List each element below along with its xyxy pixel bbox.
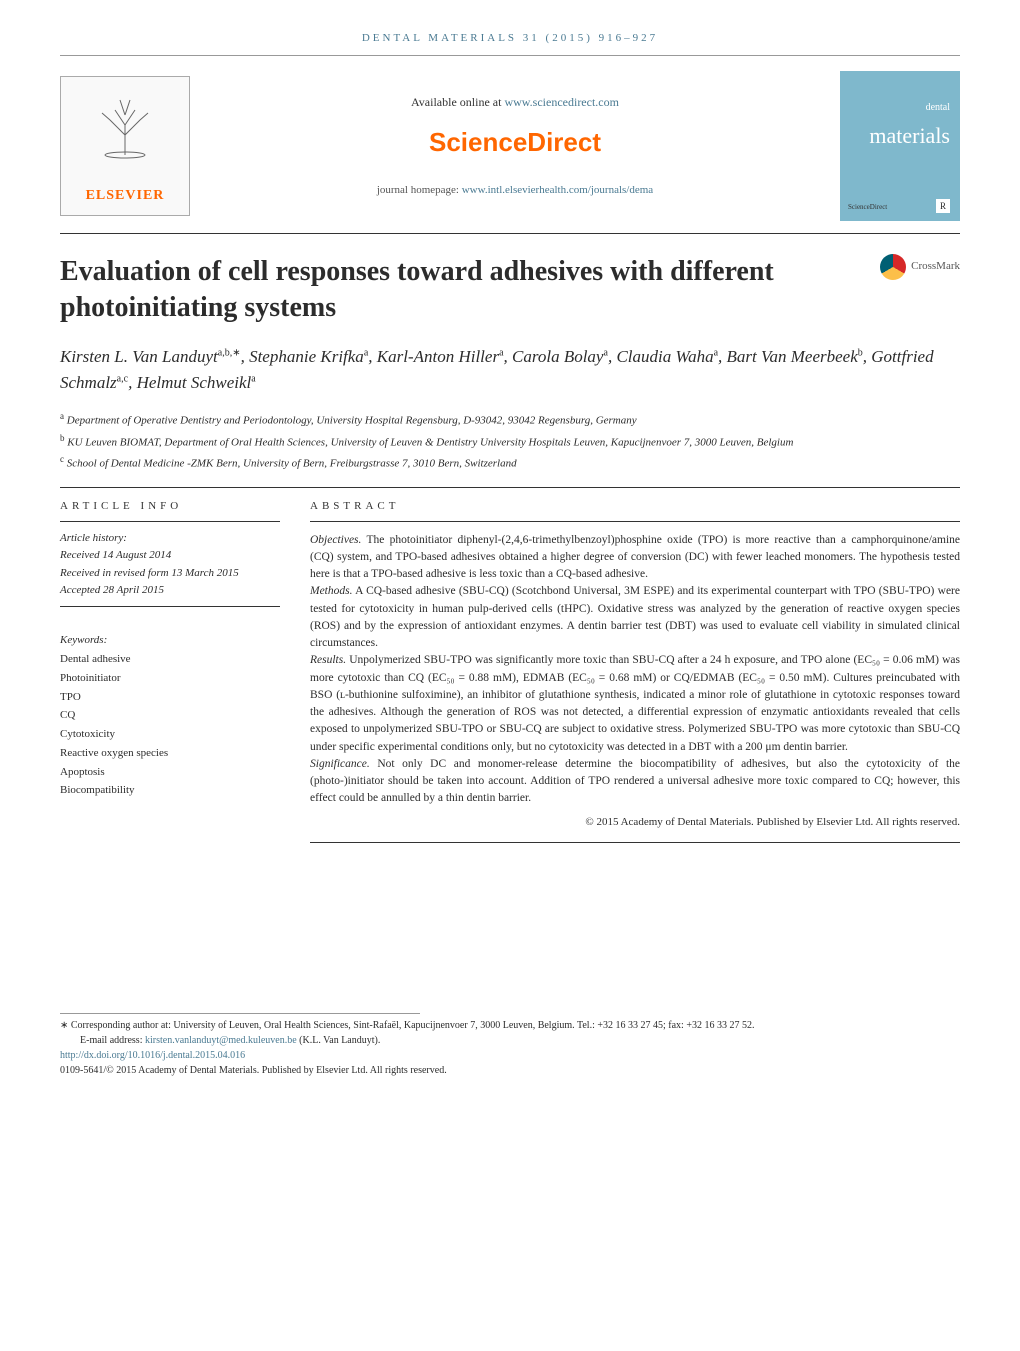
keyword: Apoptosis [60, 763, 280, 782]
affiliation: a Department of Operative Dentistry and … [60, 409, 960, 430]
article-info-column: ARTICLE INFO Article history: Received 1… [60, 498, 280, 853]
issn-line: 0109-5641/© 2015 Academy of Dental Mater… [60, 1063, 960, 1078]
title-row: Evaluation of cell responses toward adhe… [60, 254, 960, 327]
rule-before-title [60, 233, 960, 234]
crossmark-icon [880, 254, 906, 280]
author: Karl-Anton Hillera, [377, 347, 512, 366]
journal-citation: DENTAL MATERIALS 31 (2015) 916–927 [60, 30, 960, 47]
significance-text: Not only DC and monomer-release determin… [310, 758, 960, 805]
author: Helmut Schweikla [137, 373, 256, 392]
abstract-copyright: © 2015 Academy of Dental Materials. Publ… [310, 814, 960, 831]
rule-after-abstract [310, 842, 960, 843]
doi-link[interactable]: http://dx.doi.org/10.1016/j.dental.2015.… [60, 1050, 245, 1061]
cover-footer: ScienceDirect [848, 202, 887, 213]
elsevier-text: ELSEVIER [86, 185, 165, 206]
keyword: Biocompatibility [60, 781, 280, 800]
history-label: Article history: [60, 530, 280, 548]
history-block: Article history: Received 14 August 2014… [60, 530, 280, 600]
author: Bart Van Meerbeekb, [727, 347, 872, 366]
keyword: Dental adhesive [60, 650, 280, 669]
homepage-label: journal homepage: [377, 184, 462, 196]
info-rule [60, 521, 280, 522]
crossmark-badge[interactable]: CrossMark [880, 254, 960, 280]
keywords-list: Dental adhesivePhotoinitiatorTPOCQCytoto… [60, 650, 280, 800]
tree-icon [90, 85, 160, 177]
objectives-text: The photoinitiator diphenyl-(2,4,6-trime… [310, 534, 960, 581]
abstract-rule [310, 521, 960, 522]
author: Claudia Wahaa, [616, 347, 726, 366]
available-label: Available online at [411, 95, 504, 109]
results-label: Results. [310, 654, 346, 666]
abstract-significance: Significance. Not only DC and monomer-re… [310, 756, 960, 808]
abstract-methods: Methods. A CQ-based adhesive (SBU-CQ) (S… [310, 583, 960, 652]
header-center: Available online at www.sciencedirect.co… [205, 93, 825, 199]
significance-label: Significance. [310, 758, 370, 770]
footer: ∗ Corresponding author at: University of… [60, 1013, 960, 1078]
methods-label: Methods. [310, 585, 352, 597]
methods-text: A CQ-based adhesive (SBU-CQ) (Scotchbond… [310, 585, 960, 649]
email-line: E-mail address: kirsten.vanlanduyt@med.k… [60, 1033, 960, 1048]
article-info-label: ARTICLE INFO [60, 498, 280, 515]
article-title: Evaluation of cell responses toward adhe… [60, 254, 860, 327]
keyword: TPO [60, 688, 280, 707]
footer-rule [60, 1013, 420, 1014]
cover-title-2: materials [869, 123, 950, 148]
keyword: Reactive oxygen species [60, 744, 280, 763]
info-rule-2 [60, 606, 280, 607]
crossmark-label: CrossMark [911, 258, 960, 275]
author: Kirsten L. Van Landuyta,b,∗, [60, 347, 249, 366]
two-column-body: ARTICLE INFO Article history: Received 1… [60, 498, 960, 853]
objectives-label: Objectives. [310, 534, 361, 546]
available-link[interactable]: www.sciencedirect.com [504, 95, 619, 109]
email-label: E-mail address: [80, 1035, 145, 1046]
abstract-column: ABSTRACT Objectives. The photoinitiator … [310, 498, 960, 853]
email-link[interactable]: kirsten.vanlanduyt@med.kuleuven.be [145, 1035, 297, 1046]
elsevier-logo: ELSEVIER [60, 76, 190, 216]
abstract-results: Results. Unpolymerized SBU-TPO was signi… [310, 652, 960, 756]
rule-before-body [60, 487, 960, 488]
abstract-objectives: Objectives. The photoinitiator diphenyl-… [310, 532, 960, 584]
journal-header-block: ELSEVIER Available online at www.science… [60, 71, 960, 221]
journal-homepage: journal homepage: www.intl.elsevierhealt… [205, 182, 825, 199]
keyword: CQ [60, 706, 280, 725]
homepage-link[interactable]: www.intl.elsevierhealth.com/journals/dem… [462, 184, 653, 196]
keywords-label: Keywords: [60, 632, 280, 649]
authors-list: Kirsten L. Van Landuyta,b,∗, Stephanie K… [60, 344, 960, 395]
abstract-label: ABSTRACT [310, 498, 960, 515]
results-text: Unpolymerized SBU-TPO was significantly … [310, 654, 960, 752]
keyword: Cytotoxicity [60, 725, 280, 744]
cover-title-1: dental [926, 102, 950, 113]
corresponding-author: ∗ Corresponding author at: University of… [60, 1018, 960, 1033]
author: Stephanie Krifkaa, [249, 347, 377, 366]
cover-r-icon: R [936, 199, 950, 213]
header-rule [60, 55, 960, 56]
author: Carola Bolaya, [512, 347, 616, 366]
abstract-body: Objectives. The photoinitiator diphenyl-… [310, 532, 960, 831]
history-received: Received 14 August 2014 [60, 547, 280, 565]
history-accepted: Accepted 28 April 2015 [60, 582, 280, 600]
history-revised: Received in revised form 13 March 2015 [60, 565, 280, 583]
available-online: Available online at www.sciencedirect.co… [205, 93, 825, 111]
affiliation: b KU Leuven BIOMAT, Department of Oral H… [60, 431, 960, 452]
journal-cover: dental materials ScienceDirect R [840, 71, 960, 221]
affiliation: c School of Dental Medicine -ZMK Bern, U… [60, 452, 960, 473]
email-paren: (K.L. Van Landuyt). [297, 1035, 381, 1046]
affiliations: a Department of Operative Dentistry and … [60, 409, 960, 473]
sciencedirect-logo: ScienceDirect [205, 123, 825, 162]
cover-title: dental materials [850, 86, 950, 152]
keyword: Photoinitiator [60, 669, 280, 688]
